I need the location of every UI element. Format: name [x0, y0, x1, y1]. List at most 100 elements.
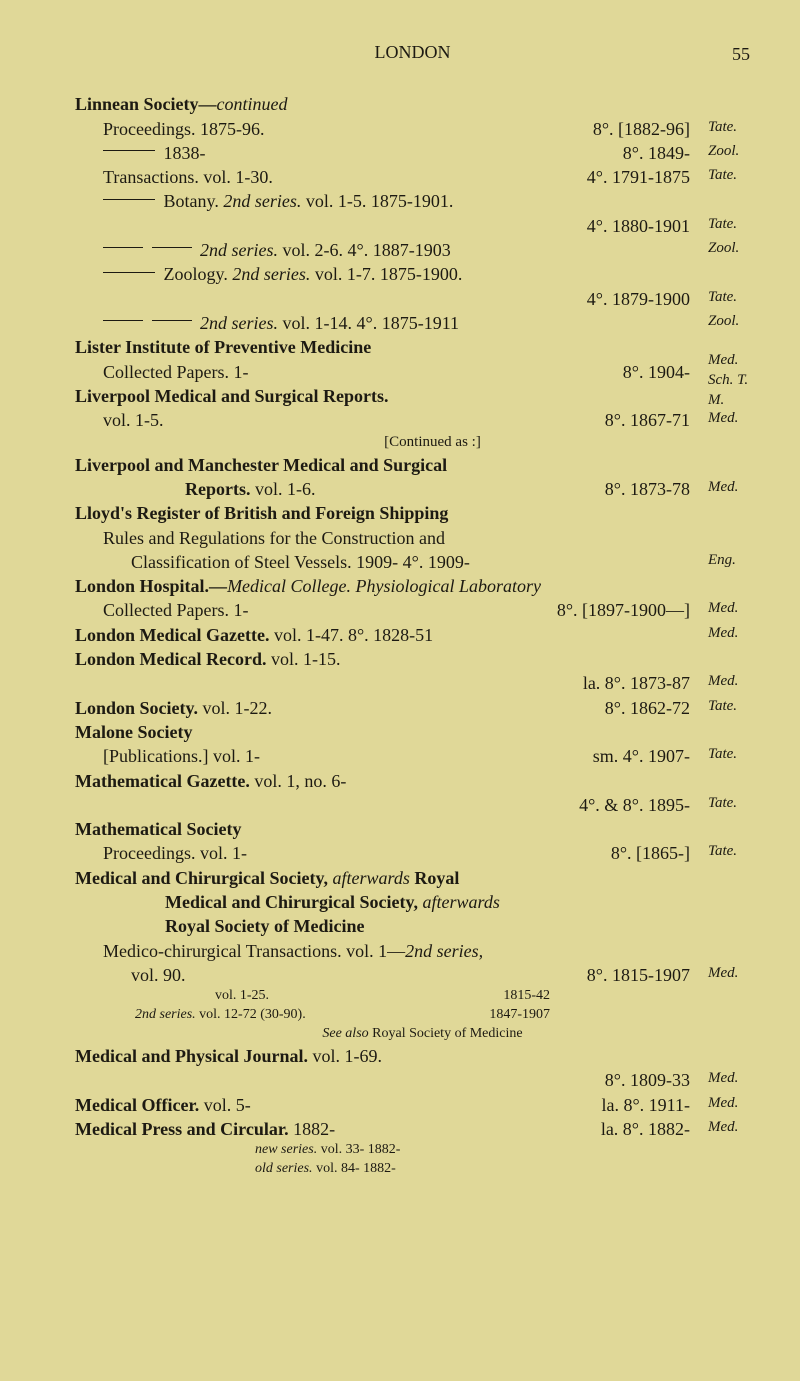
text: 1847-1907: [481, 1006, 550, 1025]
mpj-r: 8°. 1809-33 Med.: [75, 1068, 750, 1092]
text: London Society. vol. 1-22.: [75, 696, 597, 720]
dash-rule: [103, 247, 143, 248]
text: 2nd series.: [135, 1007, 196, 1022]
continued-as: [Continued as :]: [75, 432, 750, 452]
text: la. 8°. 1873-87: [575, 671, 690, 695]
margin-note: Zool.: [708, 141, 768, 161]
linnean-botany: Botany. 2nd series. vol. 1-5. 1875-1901.: [75, 189, 750, 213]
margin-note: Eng.: [708, 550, 768, 570]
margin-note: Med.: [708, 963, 768, 983]
text: Medical College. Physiological Laborator…: [227, 576, 541, 596]
dash-rule: [103, 272, 155, 273]
medchir-2: Medical and Chirurgical Society, afterwa…: [75, 890, 750, 914]
text: Medical Press and Circular.: [75, 1119, 289, 1139]
linnean-proceedings: Proceedings. 1875-96. 8°. [1882-96] Tate…: [75, 117, 750, 141]
text: vol. 1-15.: [267, 649, 341, 669]
text: vol. 1-69.: [308, 1046, 382, 1066]
text: vol. 1-5. 1875-1901.: [301, 191, 453, 211]
text: 8°. 1815-1907: [579, 963, 690, 987]
text: 2nd series. vol. 12-72 (30-90).: [135, 1006, 481, 1025]
text: Lloyd's Register of British and Foreign …: [75, 503, 448, 523]
margin-note: Tate.: [708, 287, 768, 307]
text: Mathematical Gazette.: [75, 771, 250, 791]
text: 4°. 1880-1901: [579, 214, 690, 238]
text: 1815-42: [495, 987, 550, 1006]
margin-note: Med.: [708, 477, 768, 497]
entry-mathgaz: Mathematical Gazette. vol. 1, no. 6-: [75, 769, 750, 793]
text: Zoology. 2nd series. vol. 1-7. 1875-1900…: [103, 262, 690, 286]
linnean-zoology-2nd: 2nd series. vol. 1-14. 4°. 1875-1911 Zoo…: [75, 311, 750, 335]
linnean-botany-2nd: 2nd series. vol. 2-6. 4°. 1887-1903 Zool…: [75, 238, 750, 262]
margin-note: Med.: [708, 1068, 768, 1088]
text: [325, 793, 571, 817]
text: 8°. [1897-1900—]: [549, 598, 690, 622]
lister-collected: Collected Papers. 1- 8°. 1904- Med.Sch. …: [75, 360, 750, 384]
text: [682, 189, 690, 213]
text: Royal: [414, 868, 459, 888]
mathgaz-r: 4°. & 8°. 1895- Tate.: [75, 793, 750, 817]
text: See also: [322, 1026, 368, 1041]
text: vol. 5-: [199, 1095, 251, 1115]
medchir-trans-1: Medico-chirurgical Transactions. vol. 1—…: [75, 939, 750, 963]
text: Classification of Steel Vessels. 1909- 4…: [131, 550, 690, 574]
text: 2nd series.: [223, 191, 301, 211]
linnean-head-bold: Linnean Society—: [75, 94, 217, 114]
text: vol. 33- 1882-: [317, 1142, 400, 1157]
entry-medoff: Medical Officer. vol. 5- la. 8°. 1911- M…: [75, 1093, 750, 1117]
margin-note: Med.: [708, 408, 768, 428]
text: Medical Officer.: [75, 1095, 199, 1115]
dash-rule: [103, 320, 143, 321]
dash-rule: [103, 199, 155, 200]
margin-note: Tate.: [708, 696, 768, 716]
text: la. 8°. 1911-: [593, 1093, 690, 1117]
text: London Society.: [75, 698, 198, 718]
text: Reports.: [185, 479, 251, 499]
page: LONDON 55 Linnean Society—continued Proc…: [0, 0, 800, 1381]
text: 2nd series. vol. 2-6. 4°. 1887-1903: [103, 238, 690, 262]
text: vol. 1-7. 1875-1900.: [310, 264, 462, 284]
margin-note: Zool.: [708, 311, 768, 331]
medpress-small-2: old series. vol. 84- 1882-: [75, 1160, 750, 1179]
text: vol. 1-14. 4°. 1875-1911: [278, 313, 459, 333]
text: Lister Institute of Preventive Medicine: [75, 337, 371, 357]
text: [385, 287, 579, 311]
text: 4°. 1879-1900: [579, 287, 690, 311]
text: new series.: [255, 1142, 317, 1157]
text: 4°. & 8°. 1895-: [571, 793, 690, 817]
mathsoc-proc: Proceedings. vol. 1- 8°. [1865-] Tate.: [75, 841, 750, 865]
text: London Medical Gazette. vol. 1-47. 8°. 1…: [75, 623, 690, 647]
text: vol. 1-5.: [103, 408, 597, 432]
lloyds-2: Classification of Steel Vessels. 1909- 4…: [75, 550, 750, 574]
text: 2nd series. vol. 1-14. 4°. 1875-1911: [103, 311, 690, 335]
text: 8°. [1865-]: [603, 841, 690, 865]
margin-note: Med.: [708, 623, 768, 643]
text: [Continued as :]: [384, 434, 481, 450]
london-hosp-line: Collected Papers. 1- 8°. [1897-1900—] Me…: [75, 598, 750, 622]
text: Botany.: [159, 191, 223, 211]
text: afterwards: [328, 868, 414, 888]
text: Medico-chirurgical Transactions. vol. 1—: [103, 941, 405, 961]
text: vol. 1-25.: [215, 987, 495, 1006]
text: Liverpool and Manchester Medical and Sur…: [75, 455, 447, 475]
linnean-zoology: Zoology. 2nd series. vol. 1-7. 1875-1900…: [75, 262, 750, 286]
text: Mathematical Society: [75, 819, 241, 839]
text: Collected Papers. 1-: [103, 598, 549, 622]
text: vol. 84- 1882-: [313, 1161, 396, 1176]
text: vol. 2-6. 4°. 1887-1903: [278, 240, 451, 260]
text: 1838-: [159, 143, 206, 163]
text: Reports. vol. 1-6.: [185, 477, 597, 501]
entry-lister: Lister Institute of Preventive Medicine: [75, 335, 750, 359]
text: Royal Society of Medicine: [369, 1026, 523, 1041]
entry-malone: Malone Society: [75, 720, 750, 744]
medpress-small-1: new series. vol. 33- 1882-: [75, 1141, 750, 1160]
text: [305, 671, 575, 695]
text: 8°. 1867-71: [597, 408, 690, 432]
text: old series.: [255, 1161, 313, 1176]
linnean-zoology-2: 4°. 1879-1900 Tate.: [75, 287, 750, 311]
text: Collected Papers. 1-: [103, 360, 615, 384]
text: 1882-: [289, 1119, 336, 1139]
entry-linnean: Linnean Society—continued: [75, 92, 750, 116]
entry-mathsoc: Mathematical Society: [75, 817, 750, 841]
medchir-small-2: 2nd series. vol. 12-72 (30-90). 1847-190…: [75, 1006, 750, 1025]
entry-liverpool: Liverpool Medical and Surgical Reports.: [75, 384, 750, 408]
